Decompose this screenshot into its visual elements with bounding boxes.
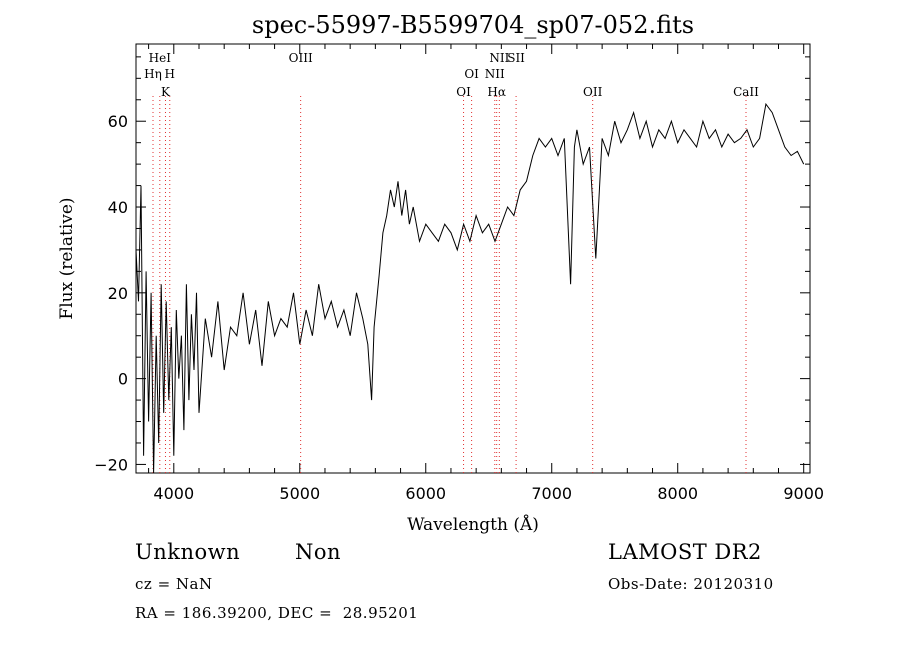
x-tick-label: 8000 bbox=[657, 484, 698, 503]
spectral-line-label: OIII bbox=[289, 51, 313, 65]
spectral-line-label: OII bbox=[583, 85, 603, 99]
x-tick-label: 7000 bbox=[531, 484, 572, 503]
spectral-line-label: K bbox=[161, 85, 171, 99]
spectral-line-label: NII bbox=[489, 51, 509, 65]
coords-label: RA = 186.39200, DEC = 28.95201 bbox=[135, 604, 419, 622]
spectral-line-label: NII bbox=[485, 67, 505, 81]
spectral-line-label: OI bbox=[456, 85, 471, 99]
chart-title: spec-55997-B5599704_sp07-052.fits bbox=[252, 11, 694, 39]
obs-date-label: Obs-Date: 20120310 bbox=[608, 575, 774, 593]
y-tick-label: 40 bbox=[108, 198, 128, 217]
x-tick-label: 4000 bbox=[153, 484, 194, 503]
spectral-line-label: OI bbox=[464, 67, 479, 81]
x-tick-label: 6000 bbox=[405, 484, 446, 503]
class-label: Unknown bbox=[135, 540, 241, 564]
spectrum-line bbox=[135, 102, 805, 474]
y-tick-label: −20 bbox=[94, 455, 128, 474]
x-axis-label: Wavelength (Å) bbox=[407, 514, 539, 535]
spectral-line-label: Hα bbox=[487, 85, 506, 99]
spectral-line-label: SII bbox=[507, 51, 525, 65]
subclass-label: Non bbox=[295, 540, 342, 564]
x-tick-label: 5000 bbox=[279, 484, 320, 503]
y-tick-label: 0 bbox=[118, 370, 128, 389]
survey-label: LAMOST DR2 bbox=[608, 540, 762, 564]
y-tick-label: 20 bbox=[108, 284, 128, 303]
spectral-line-label: HeI bbox=[149, 51, 172, 65]
y-axis-label: Flux (relative) bbox=[57, 197, 77, 319]
cz-label: cz = NaN bbox=[135, 575, 213, 593]
y-tick-label: 60 bbox=[108, 112, 128, 131]
spectral-line-label: Hη bbox=[144, 67, 162, 81]
spectral-line-label: CaII bbox=[733, 85, 759, 99]
x-tick-label: 9000 bbox=[783, 484, 824, 503]
spectral-line-label: H bbox=[165, 67, 175, 81]
plot-frame bbox=[135, 43, 811, 474]
